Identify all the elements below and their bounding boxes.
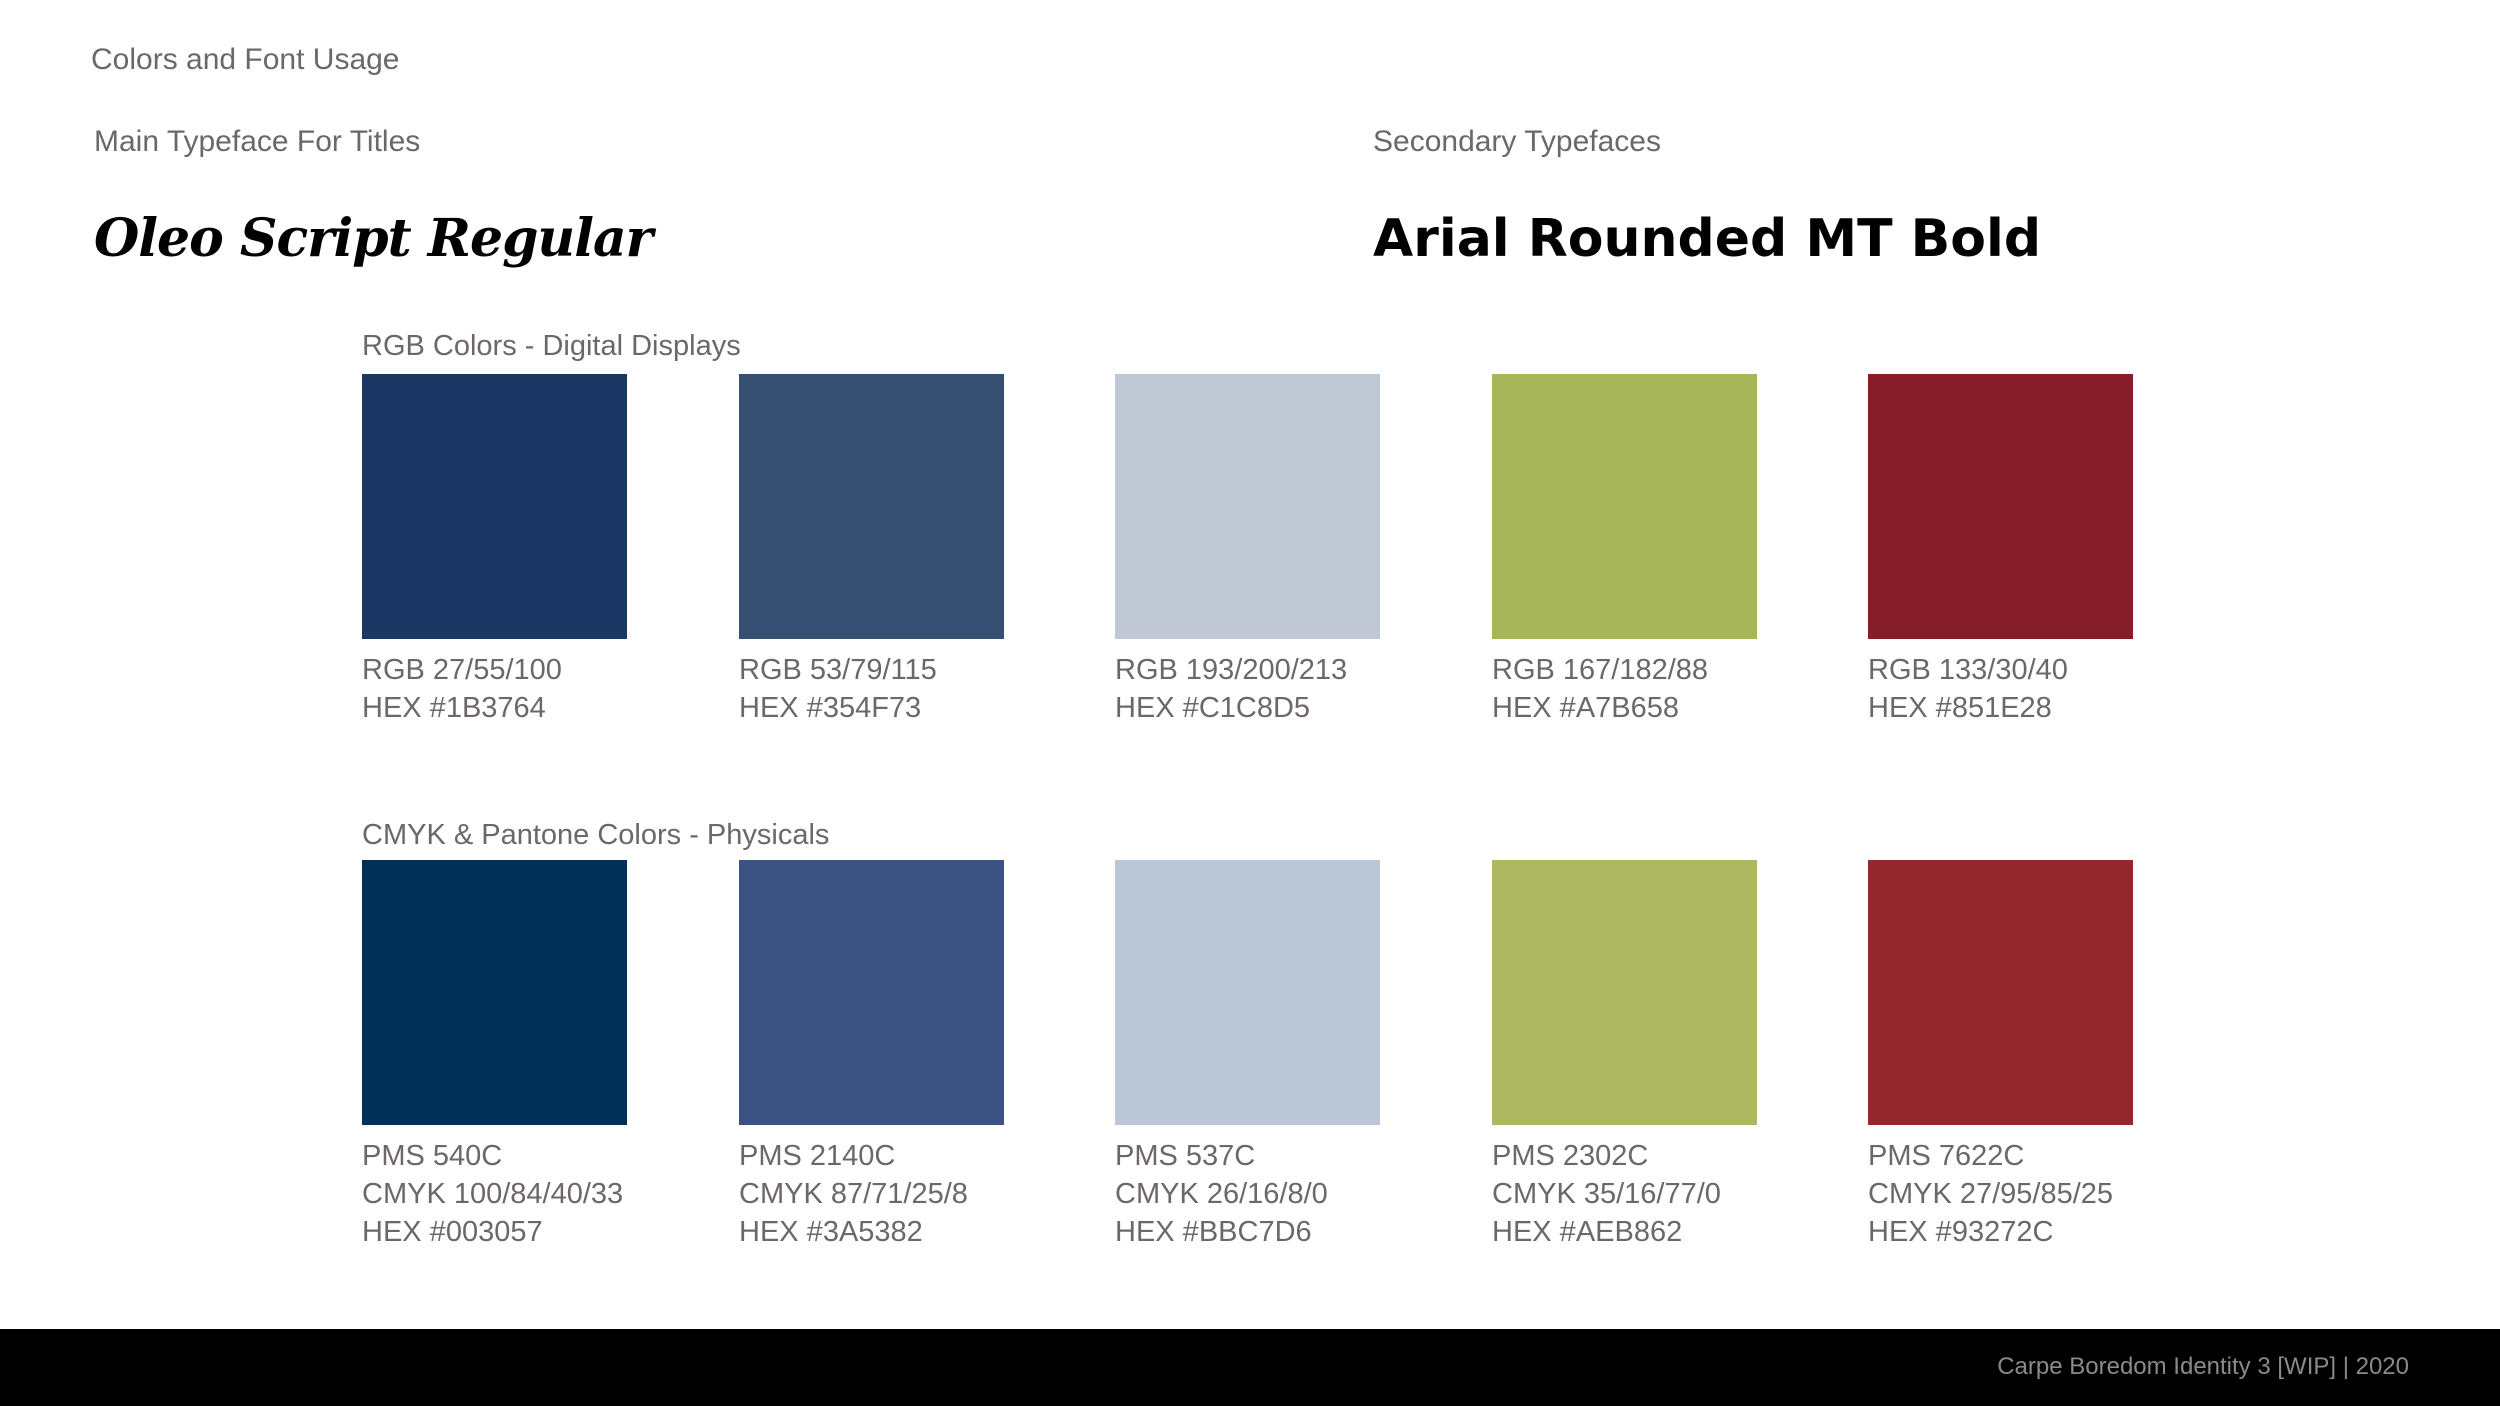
swatch-hex-value: HEX #1B3764 [362,692,546,724]
swatch-hex-value: HEX #3A5382 [739,1216,923,1248]
page-title: Colors and Font Usage [91,43,400,76]
swatch-pms-value: PMS 537C [1115,1140,1256,1172]
cmyk-swatch-5: PMS 7622C CMYK 27/95/85/25 HEX #93272C [1868,860,2168,1251]
secondary-typeface-label: Secondary Typefaces [1373,125,1661,158]
cmyk-section-label: CMYK & Pantone Colors - Physicals [362,819,830,851]
swatch-hex-value: HEX #BBC7D6 [1115,1216,1312,1248]
swatch-cmyk-value: CMYK 27/95/85/25 [1868,1178,2114,1210]
color-swatch [362,860,627,1125]
swatch-info: RGB 133/30/40 HEX #851E28 [1868,651,2168,727]
swatch-cmyk-value: CMYK 35/16/77/0 [1492,1178,1721,1210]
rgb-section-label: RGB Colors - Digital Displays [362,330,741,362]
main-typeface-label: Main Typeface For Titles [94,125,421,158]
footer-text: Carpe Boredom Identity 3 [WIP] | 2020 [1997,1353,2409,1380]
swatch-cmyk-value: CMYK 87/71/25/8 [739,1178,968,1210]
swatch-info: PMS 537C CMYK 26/16/8/0 HEX #BBC7D6 [1115,1137,1415,1251]
swatch-info: RGB 193/200/213 HEX #C1C8D5 [1115,651,1415,727]
rgb-swatch-3: RGB 193/200/213 HEX #C1C8D5 [1115,374,1415,727]
cmyk-swatch-1: PMS 540C CMYK 100/84/40/33 HEX #003057 [362,860,662,1251]
rgb-swatch-4: RGB 167/182/88 HEX #A7B658 [1492,374,1792,727]
swatch-cmyk-value: CMYK 100/84/40/33 [362,1178,624,1210]
swatch-rgb-value: RGB 167/182/88 [1492,654,1709,686]
rgb-swatch-1: RGB 27/55/100 HEX #1B3764 [362,374,662,727]
swatch-info: PMS 2140C CMYK 87/71/25/8 HEX #3A5382 [739,1137,1039,1251]
swatch-cmyk-value: CMYK 26/16/8/0 [1115,1178,1328,1210]
swatch-rgb-value: RGB 133/30/40 [1868,654,2068,686]
swatch-info: RGB 27/55/100 HEX #1B3764 [362,651,662,727]
swatch-rgb-value: RGB 53/79/115 [739,654,937,686]
swatch-hex-value: HEX #354F73 [739,692,922,724]
swatch-info: RGB 53/79/115 HEX #354F73 [739,651,1039,727]
color-swatch [1492,860,1757,1125]
swatch-hex-value: HEX #851E28 [1868,692,2052,724]
color-swatch [1868,374,2133,639]
swatch-pms-value: PMS 7622C [1868,1140,2025,1172]
color-swatch [1115,860,1380,1125]
color-swatch [1492,374,1757,639]
rgb-swatch-2: RGB 53/79/115 HEX #354F73 [739,374,1039,727]
color-swatch [1868,860,2133,1125]
cmyk-swatch-2: PMS 2140C CMYK 87/71/25/8 HEX #3A5382 [739,860,1039,1251]
main-typeface-sample: Oleo Script Regular [94,208,653,269]
swatch-info: RGB 167/182/88 HEX #A7B658 [1492,651,1792,727]
secondary-typeface-sample: Arial Rounded MT Bold [1373,209,2042,269]
swatch-info: PMS 2302C CMYK 35/16/77/0 HEX #AEB862 [1492,1137,1792,1251]
swatch-pms-value: PMS 2302C [1492,1140,1649,1172]
swatch-rgb-value: RGB 27/55/100 [362,654,562,686]
swatch-hex-value: HEX #AEB862 [1492,1216,1683,1248]
footer-bar: Carpe Boredom Identity 3 [WIP] | 2020 [0,1329,2500,1406]
cmyk-swatch-3: PMS 537C CMYK 26/16/8/0 HEX #BBC7D6 [1115,860,1415,1251]
cmyk-swatch-4: PMS 2302C CMYK 35/16/77/0 HEX #AEB862 [1492,860,1792,1251]
cmyk-swatch-row: PMS 540C CMYK 100/84/40/33 HEX #003057 P… [362,860,2133,1248]
rgb-swatch-row: RGB 27/55/100 HEX #1B3764 RGB 53/79/115 … [362,374,2133,724]
swatch-hex-value: HEX #003057 [362,1216,543,1248]
swatch-hex-value: HEX #93272C [1868,1216,2054,1248]
swatch-pms-value: PMS 540C [362,1140,503,1172]
swatch-pms-value: PMS 2140C [739,1140,896,1172]
swatch-info: PMS 540C CMYK 100/84/40/33 HEX #003057 [362,1137,662,1251]
rgb-swatch-5: RGB 133/30/40 HEX #851E28 [1868,374,2168,727]
swatch-hex-value: HEX #A7B658 [1492,692,1680,724]
color-swatch [362,374,627,639]
color-swatch [1115,374,1380,639]
swatch-info: PMS 7622C CMYK 27/95/85/25 HEX #93272C [1868,1137,2168,1251]
color-swatch [739,860,1004,1125]
color-swatch [739,374,1004,639]
swatch-hex-value: HEX #C1C8D5 [1115,692,1311,724]
swatch-rgb-value: RGB 193/200/213 [1115,654,1348,686]
